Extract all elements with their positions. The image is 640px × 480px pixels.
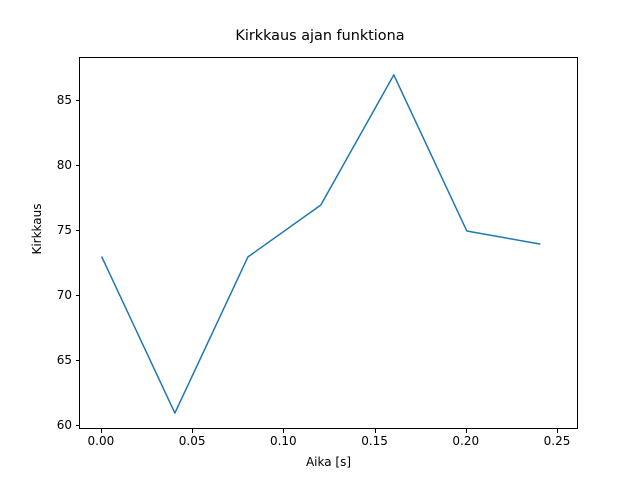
y-tick-label: 80 bbox=[56, 157, 72, 172]
x-tick-label: 0.10 bbox=[269, 434, 297, 448]
x-tick-mark bbox=[374, 429, 376, 433]
y-tick-mark bbox=[75, 360, 79, 362]
y-tick-mark bbox=[75, 425, 79, 427]
x-tick-mark bbox=[465, 429, 467, 433]
x-tick-label: 0.25 bbox=[543, 434, 571, 448]
y-tick-mark bbox=[75, 295, 79, 297]
data-series-line bbox=[101, 74, 541, 414]
y-tick-label: 85 bbox=[56, 92, 72, 107]
x-tick-mark bbox=[283, 429, 285, 433]
x-tick-mark bbox=[557, 429, 559, 433]
y-tick-label: 70 bbox=[56, 288, 72, 303]
x-tick-mark bbox=[100, 429, 102, 433]
x-tick-label: 0.05 bbox=[178, 434, 206, 448]
y-tick-label: 75 bbox=[56, 222, 72, 237]
plot-area bbox=[101, 74, 541, 414]
x-tick-label: 0.15 bbox=[361, 434, 388, 448]
y-tick-label: 65 bbox=[56, 353, 72, 368]
x-axis-label: Aika [s] bbox=[305, 455, 352, 469]
x-tick-mark bbox=[192, 429, 194, 433]
y-tick-mark bbox=[75, 164, 79, 166]
chart-title: Kirkkaus ajan funktiona bbox=[235, 28, 405, 44]
plot-axes bbox=[79, 57, 578, 429]
x-tick-label: 0.00 bbox=[87, 434, 115, 448]
y-tick-mark bbox=[75, 229, 79, 231]
y-tick-label: 60 bbox=[56, 418, 72, 433]
y-tick-mark bbox=[75, 99, 79, 101]
x-tick-label: 0.20 bbox=[452, 434, 480, 448]
